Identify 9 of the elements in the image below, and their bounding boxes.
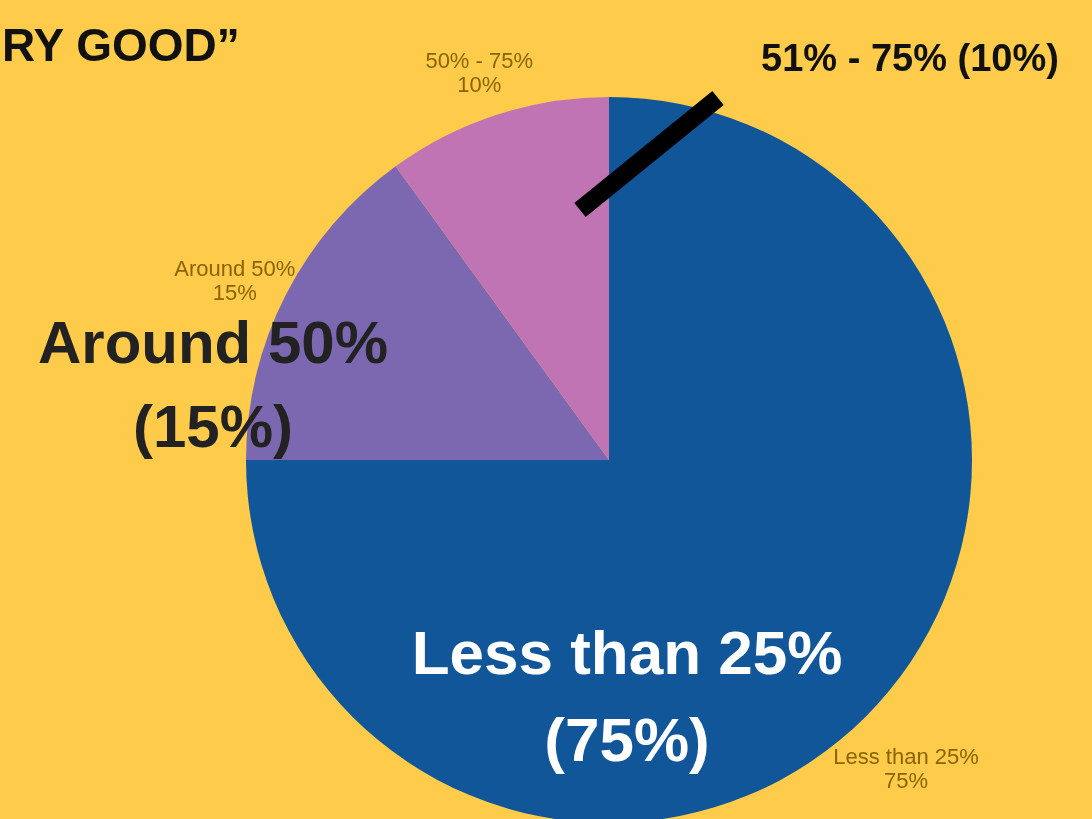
data-label: 10%	[457, 71, 502, 97]
pie-slice	[395, 97, 609, 460]
chart-title: RY GOOD”	[2, 19, 240, 71]
slice-label: Less than 25%	[833, 743, 979, 769]
slice-label: 50% - 75%	[425, 47, 534, 73]
data-label: 75%	[883, 767, 929, 793]
text: 51% - 75% (10%)	[761, 37, 1059, 79]
data-label: 15%	[212, 280, 257, 306]
slice-label: Around 50%	[174, 256, 296, 282]
